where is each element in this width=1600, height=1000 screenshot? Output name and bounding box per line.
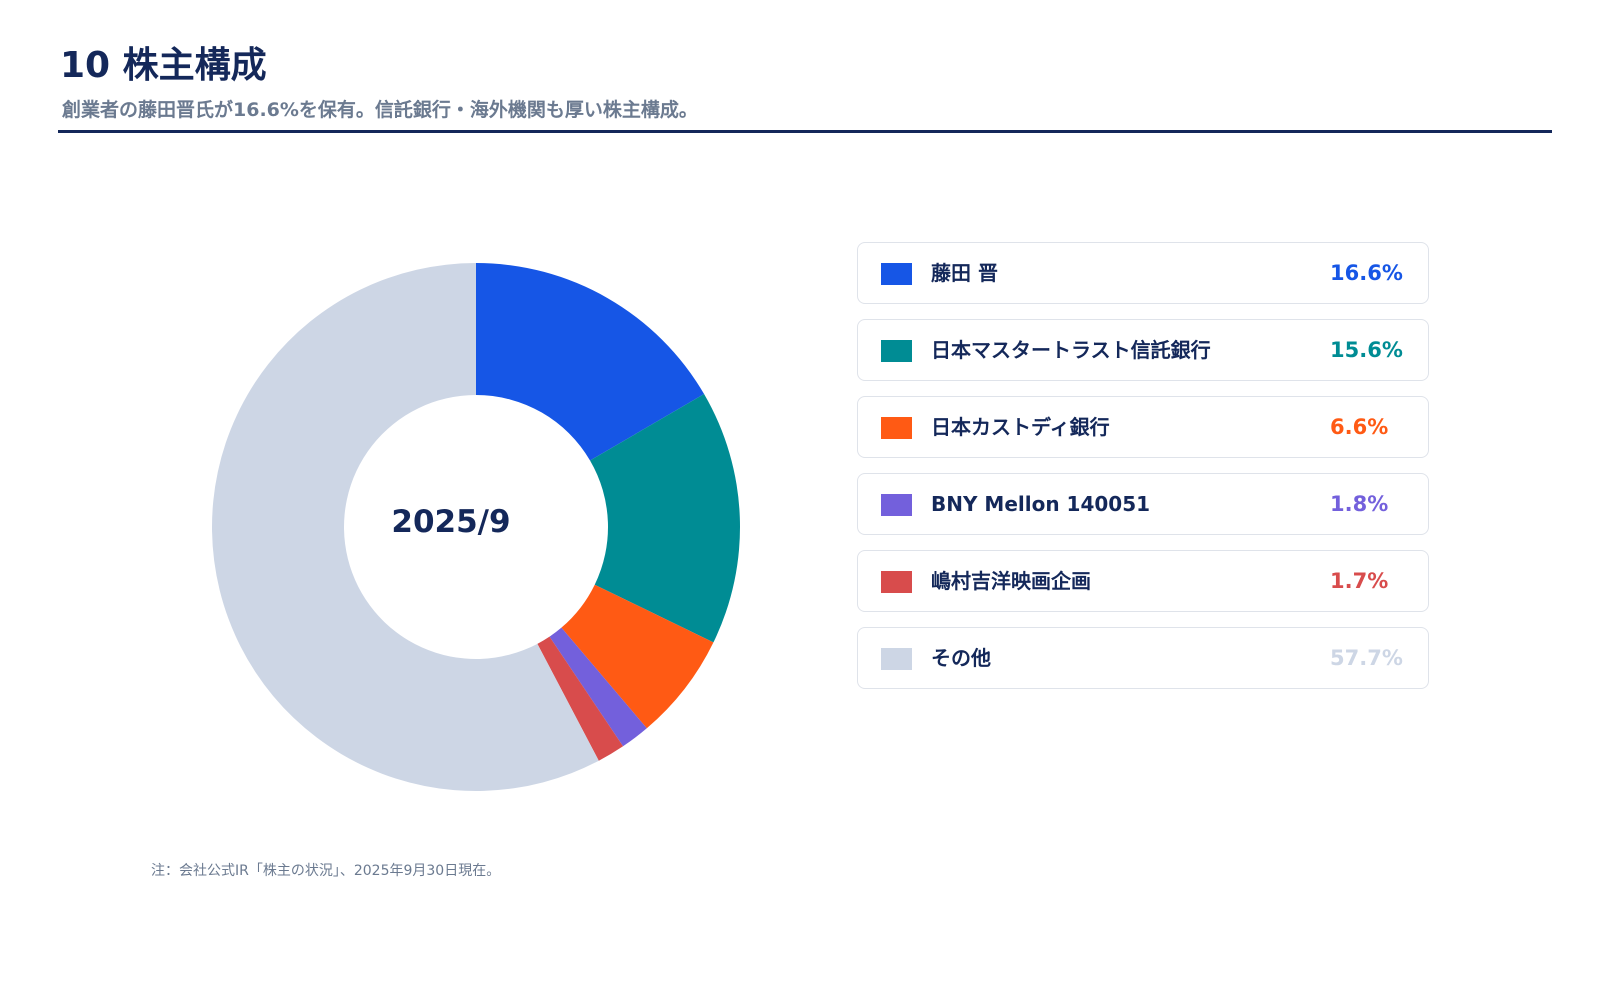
legend-label: 嶋村吉洋映画企画 (931, 569, 1091, 593)
legend-swatch (881, 648, 912, 670)
donut-slice (549, 627, 647, 747)
title-divider (58, 130, 1552, 133)
legend-value: 16.6% (1330, 261, 1403, 285)
legend-item: 日本マスタートラスト信託銀行 15.6% (857, 319, 1429, 381)
legend-value: 1.8% (1330, 492, 1389, 516)
legend-value: 15.6% (1330, 338, 1403, 362)
legend-swatch (881, 417, 912, 439)
legend-label: 日本カストディ銀行 (931, 415, 1110, 439)
legend-item: 日本カストディ銀行 6.6% (857, 396, 1429, 458)
legend-item: 嶋村吉洋映画企画 1.7% (857, 550, 1429, 612)
donut-slice (212, 263, 599, 791)
legend-item: BNY Mellon 140051 1.8% (857, 473, 1429, 535)
page-subtitle: 創業者の藤田晋氏が16.6%を保有。信託銀行・海外機関も厚い株主構成。 (62, 99, 698, 121)
donut-slice (561, 584, 714, 729)
donut-slice (590, 394, 741, 643)
page-title: 10 株主構成 (60, 45, 267, 86)
source-note: 注：会社公式IR「株主の状況」、2025年9月30日現在。 (151, 863, 501, 879)
legend-item: 藤田 晋 16.6% (857, 242, 1429, 304)
legend-value: 6.6% (1330, 415, 1389, 439)
legend-label: その他 (931, 646, 991, 670)
donut-chart: 2025/9 (212, 263, 741, 791)
legend-item: その他 57.7% (857, 627, 1429, 689)
legend-value: 57.7% (1330, 646, 1403, 670)
legend-swatch (881, 340, 912, 362)
donut-center-label: 2025/9 (391, 504, 510, 540)
legend-label: BNY Mellon 140051 (931, 492, 1151, 516)
legend-label: 日本マスタートラスト信託銀行 (931, 338, 1211, 362)
donut-slices (212, 263, 741, 791)
legend-label: 藤田 晋 (931, 261, 998, 285)
legend-value: 1.7% (1330, 569, 1389, 593)
legend-swatch (881, 494, 912, 516)
legend-swatch (881, 263, 912, 285)
donut-slice (476, 263, 705, 461)
donut-slice (537, 636, 624, 761)
legend-swatch (881, 571, 912, 593)
